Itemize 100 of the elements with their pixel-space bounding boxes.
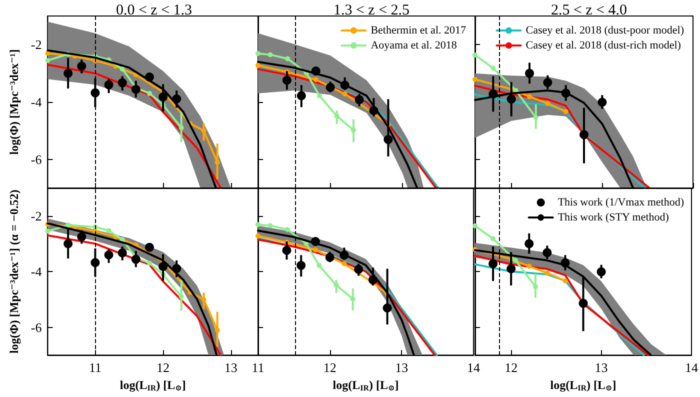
point <box>296 91 306 100</box>
point <box>532 284 538 290</box>
point <box>201 296 206 302</box>
point <box>384 135 393 144</box>
y-tick-label: -6 <box>30 152 42 167</box>
point <box>45 50 50 56</box>
x-tick-label: 12 <box>323 360 336 376</box>
point <box>296 260 306 270</box>
point <box>350 128 356 133</box>
point <box>596 267 606 276</box>
point <box>64 68 73 78</box>
point <box>542 248 552 258</box>
point <box>334 282 339 288</box>
point <box>506 264 516 274</box>
legend-label: Aoyama et al. 2018 <box>370 40 458 52</box>
y-tick-label: -4 <box>30 264 42 280</box>
point <box>506 94 516 104</box>
point <box>144 242 154 252</box>
point <box>490 236 496 242</box>
point <box>310 236 320 246</box>
point <box>77 232 86 242</box>
y-tick-label: -4 <box>30 94 42 110</box>
point <box>285 56 290 62</box>
point <box>256 222 260 227</box>
point <box>488 259 498 268</box>
legend-label: Casey et al. 2018 (dust-poor model) <box>526 24 684 36</box>
point <box>201 128 206 134</box>
y-tick-label: -2 <box>30 37 42 52</box>
x-tick-label: 13 <box>395 360 408 376</box>
point <box>178 294 184 300</box>
legend-label: This work (1/Vmax method) <box>558 196 684 208</box>
legend-label: Bethermin et al. 2017 <box>370 24 466 36</box>
point <box>104 80 114 90</box>
x-tick-label: 12 <box>504 360 518 376</box>
point <box>256 62 260 68</box>
x-tick-label: 14 <box>467 360 480 376</box>
point <box>284 227 290 232</box>
point <box>45 58 50 63</box>
point <box>311 66 320 76</box>
point <box>342 91 348 96</box>
point <box>312 247 318 252</box>
point <box>350 296 356 302</box>
legend-label: Casey et al. 2018 (dust-rich model) <box>526 40 682 52</box>
x-tick-label: 12 <box>156 360 170 376</box>
point <box>490 66 496 71</box>
point <box>334 114 340 119</box>
point <box>144 72 154 82</box>
point <box>256 233 260 238</box>
point <box>90 88 100 98</box>
point <box>340 250 349 260</box>
point <box>172 264 182 273</box>
point <box>561 88 570 98</box>
point <box>543 78 552 88</box>
point <box>354 264 364 274</box>
point <box>256 51 260 56</box>
point <box>66 222 71 228</box>
point <box>268 223 273 228</box>
point <box>316 93 322 98</box>
point <box>118 248 127 258</box>
point <box>354 95 364 104</box>
point <box>578 298 588 308</box>
point <box>472 52 478 58</box>
point <box>513 258 518 263</box>
point <box>527 94 532 100</box>
point <box>104 250 114 260</box>
point <box>131 84 140 94</box>
point <box>545 100 550 106</box>
point <box>282 76 292 85</box>
point <box>472 76 478 82</box>
point <box>524 239 534 248</box>
point <box>472 223 478 228</box>
point <box>326 82 335 92</box>
point <box>158 92 168 102</box>
point <box>172 94 182 104</box>
point <box>313 77 318 82</box>
point <box>382 304 392 313</box>
point <box>563 108 568 114</box>
point <box>342 261 347 266</box>
point <box>526 264 532 269</box>
point <box>106 228 112 234</box>
point <box>598 98 607 107</box>
point <box>544 270 550 276</box>
x-tick-label: 11 <box>252 360 264 376</box>
x-tick-label: 13 <box>594 360 608 376</box>
point <box>316 262 322 268</box>
point <box>178 125 184 130</box>
point <box>340 80 350 90</box>
point <box>562 278 568 284</box>
point <box>77 62 86 71</box>
y-axis-title: log(Φ) [Mpc⁻³dex⁻¹] <box>7 49 21 155</box>
point <box>533 114 538 120</box>
point <box>580 130 588 140</box>
point <box>45 228 50 234</box>
y-tick-label: -2 <box>30 208 42 224</box>
point <box>268 52 273 58</box>
point <box>64 239 73 248</box>
x-tick-label: 14 <box>685 360 698 376</box>
point <box>120 66 125 72</box>
chart-title: 0.0 < z < 1.3 <box>116 2 192 18</box>
point <box>368 275 378 284</box>
